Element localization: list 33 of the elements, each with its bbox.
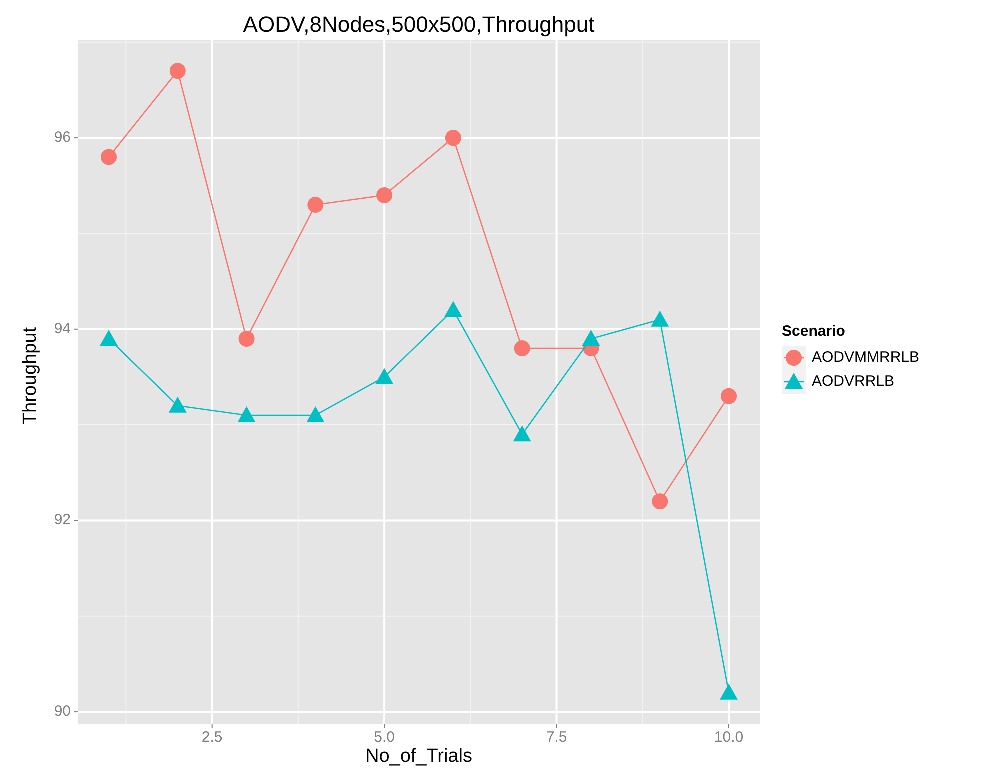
- point: [170, 63, 186, 80]
- point: [168, 396, 187, 413]
- x-tick-label: 2.5: [202, 729, 223, 746]
- y-tick-label: 94: [54, 320, 71, 338]
- point: [514, 340, 530, 357]
- legend-title: Scenario: [782, 323, 846, 340]
- x-axis-title: No_of_Trials: [365, 746, 473, 767]
- point: [308, 197, 324, 214]
- x-tick-label: 10.0: [714, 729, 744, 746]
- point: [376, 187, 393, 204]
- y-tick-label: 96: [54, 129, 71, 146]
- point: [445, 130, 462, 146]
- legend-label: AODVRRLB: [812, 372, 895, 390]
- legend-label: AODVMMRRLB: [812, 348, 920, 366]
- point: [376, 368, 394, 384]
- point: [720, 684, 738, 700]
- point: [651, 310, 670, 327]
- y-axis-title: Throughput: [20, 326, 41, 425]
- point: [582, 330, 600, 346]
- point: [306, 406, 325, 422]
- point: [238, 330, 255, 347]
- point: [238, 406, 256, 422]
- y-tick-label: 90: [54, 703, 71, 720]
- x-tick-label: 5.0: [374, 729, 395, 746]
- point: [444, 301, 462, 318]
- point: [513, 426, 532, 442]
- point: [101, 149, 117, 166]
- point: [721, 388, 737, 404]
- y-tick-label: 92: [54, 512, 71, 529]
- chart-title: AODV,8Nodes,500x500,Throughput: [243, 12, 595, 37]
- x-tick-label: 7.5: [546, 729, 568, 746]
- point: [652, 494, 668, 510]
- point: [100, 330, 118, 346]
